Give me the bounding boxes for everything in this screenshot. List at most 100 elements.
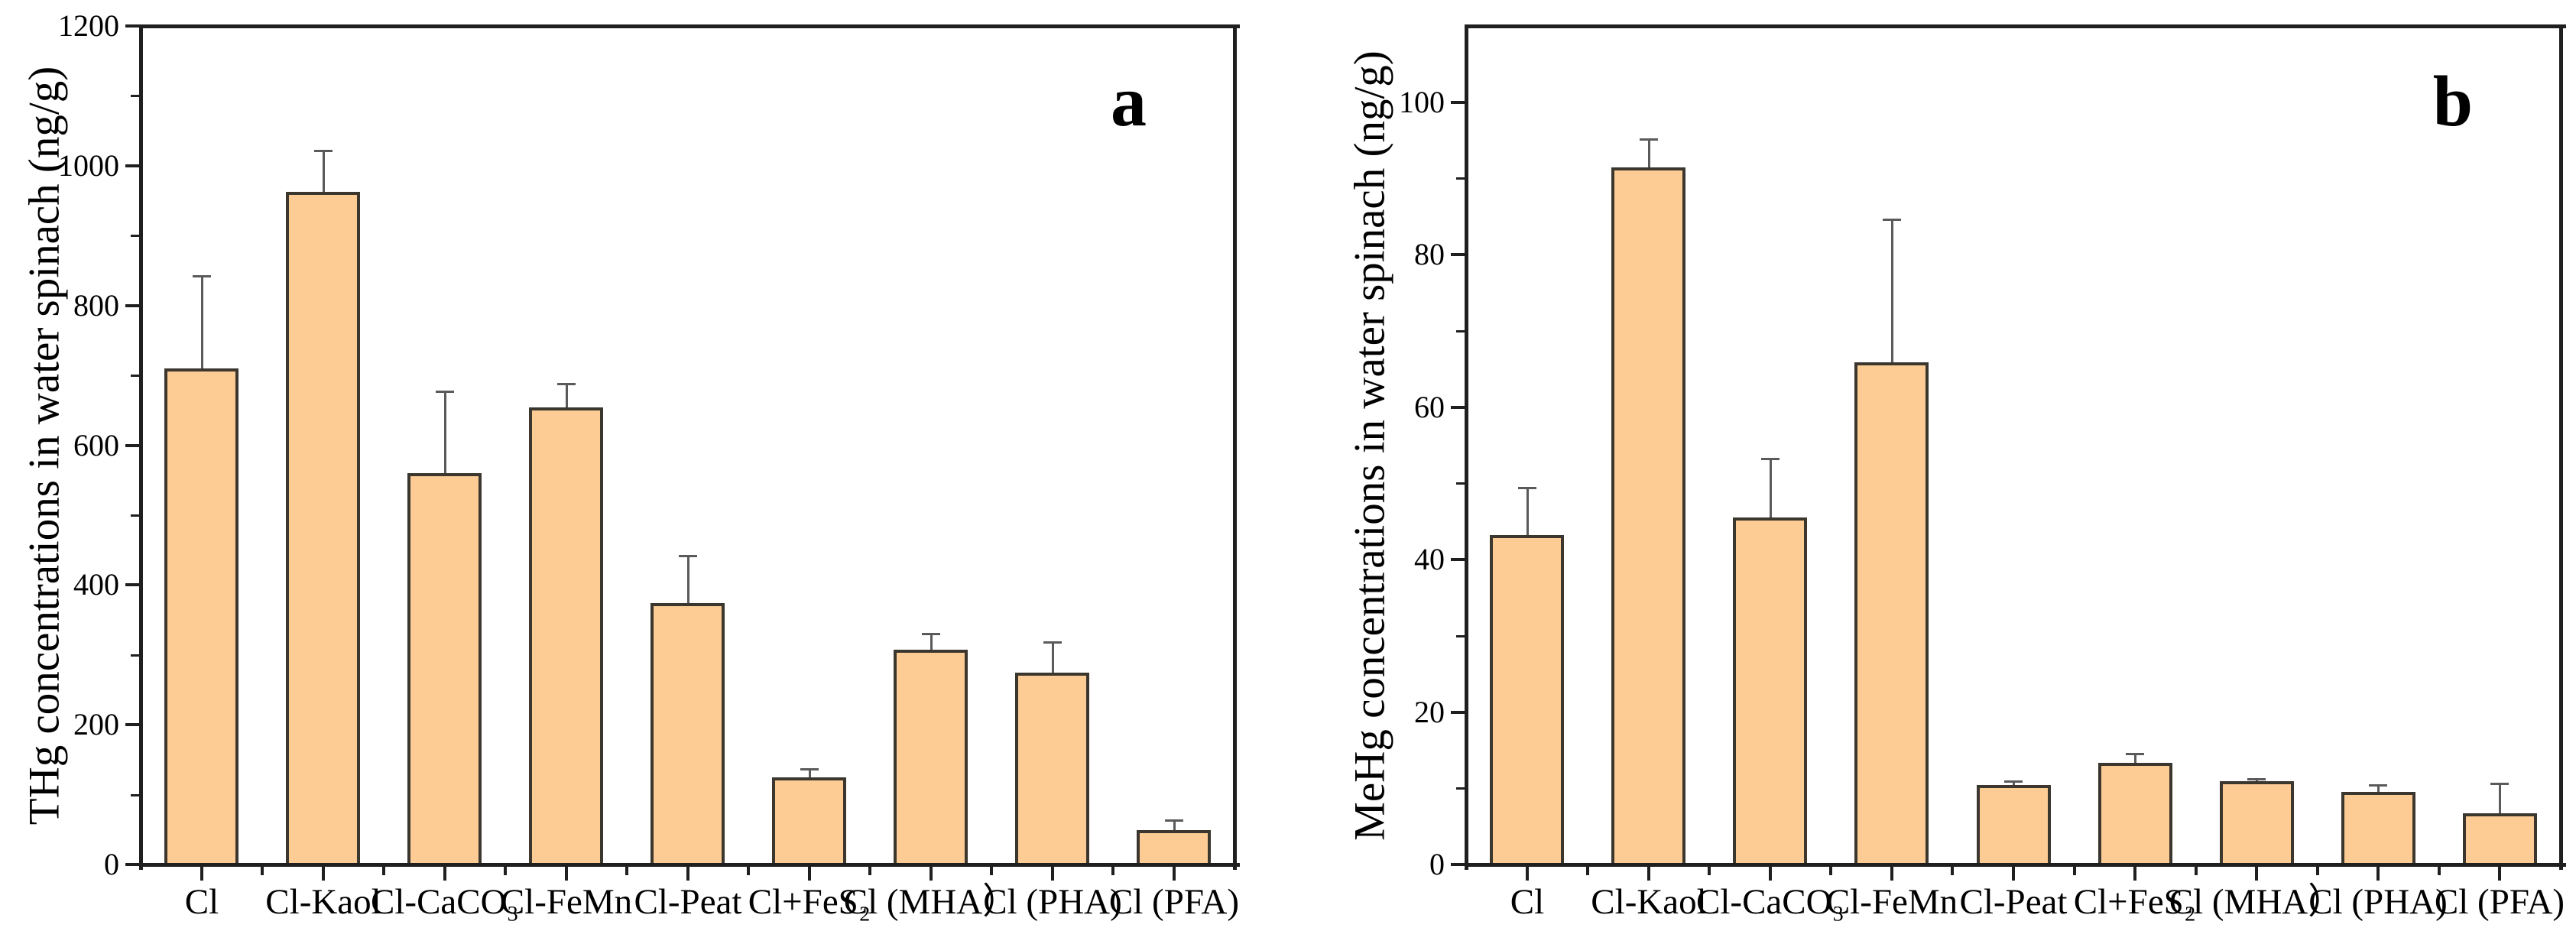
panel-a-y-major-tick-400 — [125, 583, 139, 586]
panel-b-x-minor-tick-3 — [1829, 867, 1832, 875]
panel-a-x-major-tick-Cl-PFA — [1173, 867, 1176, 881]
panel-a-error-bar-Cl-MHA — [930, 634, 933, 650]
panel-b-error-cap-Cl-CaCO — [1761, 458, 1780, 460]
panel-a-bar-Cl-FeS — [772, 777, 846, 863]
panel-a-x-label-Cl-PHA: Cl (PHA) — [983, 882, 1122, 922]
panel-a-error-bar-Cl-CaCO — [444, 391, 446, 473]
panel-b-bar-Cl-CaCO — [1733, 517, 1807, 863]
panel-a-error-bar-Cl-Peat — [687, 556, 689, 603]
panel-a-x-major-tick-Cl-FeS — [808, 867, 811, 881]
panel-b-error-cap-Cl-Kaol — [1640, 138, 1658, 141]
panel-a-y-minor-tick-300 — [131, 654, 139, 657]
panel-a-y-major-tick-600 — [125, 444, 139, 447]
panel-a-error-cap-Cl — [193, 275, 211, 277]
panel-a-error-cap-Cl-FeS — [800, 768, 819, 770]
panel-b-y-major-tick-100 — [1451, 101, 1465, 104]
panel-b-x-minor-tick-7 — [2316, 867, 2319, 875]
panel-b-y-minor-tick-70 — [1456, 330, 1465, 332]
panel-a-error-cap-Cl-Peat — [679, 555, 697, 557]
panel-b-x-label-Cl-MHA: Cl (MHA） — [2169, 882, 2344, 922]
panel-b-x-label-Cl-FeMn: Cl-FeMn — [1825, 882, 1958, 922]
panel-a-x-major-tick-Cl-FeMn — [565, 867, 568, 881]
panel-b-y-tick-label-0: 0 — [1429, 847, 1445, 881]
panel-b-y-minor-tick-30 — [1456, 635, 1465, 637]
panel-a-bar-Cl-FeMn — [529, 407, 603, 863]
panel-b-bar-Cl-MHA — [2220, 781, 2294, 863]
panel-a-x-minor-tick-8 — [1111, 867, 1114, 875]
panel-b-error-cap-Cl-PHA — [2369, 784, 2387, 787]
panel-a-error-bar-Cl-PFA — [1173, 820, 1176, 830]
panel-a-x-major-tick-Cl — [200, 867, 203, 881]
panel-b-y-axis-title: MeHg concentrations in water spinach (ng… — [1345, 50, 1394, 841]
panel-a-x-minor-tick-5 — [747, 867, 750, 875]
panel-b-error-bar-Cl-CaCO — [1770, 459, 1772, 517]
panel-b-error-bar-Cl-PFA — [2499, 783, 2501, 813]
panel-b-error-cap-Cl-Peat — [2004, 780, 2023, 783]
panel-b-bar-Cl — [1490, 535, 1564, 863]
panel-b-error-bar-Cl-Peat — [2013, 781, 2015, 785]
panel-b-y-minor-tick-10 — [1456, 787, 1465, 790]
panel-a-y-tick-label-1000: 1000 — [58, 148, 119, 183]
panel-b-y-tick-label-60: 60 — [1414, 390, 1445, 424]
panel-b-x-minor-tick-2 — [1708, 867, 1711, 875]
panel-a-y-minor-tick-100 — [131, 794, 139, 796]
panel-a-x-minor-tick-2 — [382, 867, 385, 875]
panel-a-bar-Cl-Peat — [650, 603, 725, 863]
panel-b-bar-Cl-Peat — [1977, 785, 2051, 863]
panel-a-error-cap-Cl-PFA — [1165, 819, 1183, 822]
panel-b-bar-Cl-FeS — [2098, 763, 2172, 863]
panel-a-x-label-Cl-Peat: Cl-Peat — [634, 882, 742, 922]
panel-a-y-tick-label-200: 200 — [73, 707, 119, 741]
panel-a-x-axis — [139, 863, 1240, 867]
panel-b-x-label-Cl-CaCO: Cl-CaCO₃ — [1696, 882, 1844, 922]
panel-b-x-major-tick-Cl-CaCO — [1769, 867, 1772, 881]
panel-a-y-tick-label-600: 600 — [73, 428, 119, 462]
panel-b-bar-Cl-PHA — [2341, 792, 2415, 863]
panel-b-y-minor-tick-50 — [1456, 482, 1465, 485]
panel-a-y-axis — [139, 24, 143, 870]
panel-a-bar-Cl-PHA — [1015, 673, 1089, 863]
panel-a-x-minor-tick-4 — [625, 867, 628, 875]
panel-a-y-minor-tick-700 — [131, 375, 139, 377]
panel-b-x-label-Cl-FeS: Cl+FeS₂ — [2073, 882, 2197, 922]
panel-a-error-cap-Cl-MHA — [922, 633, 940, 635]
panel-a-x-major-tick-Cl-Kaol — [322, 867, 325, 881]
panel-a-error-bar-Cl-FeMn — [566, 384, 568, 407]
panel-a-y-major-tick-800 — [125, 304, 139, 307]
panel-a-y-major-tick-1000 — [125, 164, 139, 167]
panel-a-x-label-Cl: Cl — [184, 882, 219, 922]
panel-a-error-cap-Cl-FeMn — [557, 383, 576, 385]
panel-b-x-major-tick-Cl-Peat — [2012, 867, 2015, 881]
panel-a-x-major-tick-Cl-MHA — [930, 867, 933, 881]
panel-a-bar-Cl-MHA — [894, 650, 968, 863]
panel-b-y-tick-label-80: 80 — [1414, 237, 1445, 271]
panel-a-letter: a — [1111, 62, 1147, 141]
panel-b-right-frame — [2559, 24, 2563, 870]
panel-b-bar-Cl-FeMn — [1854, 362, 1929, 863]
panel-a-y-tick-label-0: 0 — [104, 847, 119, 881]
panel-a-error-bar-Cl — [201, 276, 203, 368]
panel-a-right-frame — [1233, 24, 1237, 870]
panel-a-x-label-Cl-FeMn: Cl-FeMn — [500, 882, 633, 922]
panel-b-x-label-Cl-PFA: Cl (PFA) — [2434, 882, 2565, 922]
panel-a-error-bar-Cl-PHA — [1052, 642, 1054, 673]
panel-a-x-major-tick-Cl-PHA — [1051, 867, 1054, 881]
panel-b-y-tick-label-40: 40 — [1414, 542, 1445, 576]
panel-a-y-minor-tick-900 — [131, 235, 139, 237]
panel-b-error-cap-Cl-MHA — [2247, 778, 2266, 780]
panel-b-x-axis — [1465, 863, 2566, 867]
panel-b-y-minor-tick-90 — [1456, 177, 1465, 180]
panel-a-x-major-tick-Cl-Peat — [686, 867, 689, 881]
panel-b-y-major-tick-0 — [1451, 863, 1465, 866]
panel-a-x-minor-tick-6 — [868, 867, 871, 875]
panel-b-letter: b — [2432, 62, 2473, 141]
panel-b-error-cap-Cl-PFA — [2490, 783, 2509, 785]
panel-b-y-tick-label-20: 20 — [1414, 695, 1445, 729]
panel-a-y-tick-label-400: 400 — [73, 567, 119, 602]
panel-a-bar-Cl-PFA — [1137, 830, 1211, 863]
panel-b-error-cap-Cl — [1518, 487, 1536, 489]
panel-a-bar-Cl-CaCO — [407, 473, 482, 863]
panel-a-x-label-Cl-FeS: Cl+FeS₂ — [748, 882, 871, 922]
panel-a-x-label-Cl-Kaol: Cl-Kaol — [265, 882, 381, 922]
panel-a-error-cap-Cl-CaCO — [436, 391, 454, 393]
